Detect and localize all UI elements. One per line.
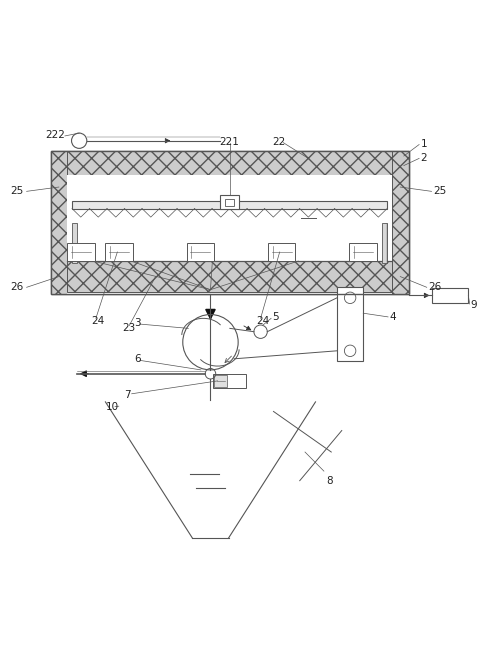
Bar: [67, 175, 392, 294]
Text: 8: 8: [326, 476, 333, 486]
Text: 26: 26: [11, 283, 24, 292]
Bar: [225, 199, 234, 206]
Bar: [67, 261, 392, 292]
Text: 22: 22: [272, 137, 286, 146]
Bar: [268, 243, 296, 261]
Text: 26: 26: [428, 283, 441, 292]
Bar: [383, 223, 387, 264]
Bar: [67, 243, 95, 261]
Text: 222: 222: [46, 130, 66, 139]
Bar: [337, 287, 363, 361]
Text: 9: 9: [470, 300, 477, 310]
Text: 1: 1: [421, 139, 427, 148]
Text: 24: 24: [256, 316, 269, 326]
Text: 24: 24: [91, 316, 104, 326]
Text: 2: 2: [421, 154, 427, 163]
Bar: [105, 243, 133, 261]
Text: 23: 23: [122, 323, 135, 333]
Text: 4: 4: [389, 312, 396, 322]
Bar: [51, 151, 67, 294]
Text: 5: 5: [272, 312, 279, 322]
Text: 3: 3: [134, 318, 141, 328]
Bar: [186, 243, 214, 261]
Bar: [51, 151, 409, 294]
Text: 7: 7: [125, 390, 131, 400]
Text: 10: 10: [105, 402, 118, 412]
Bar: [51, 151, 409, 294]
Bar: [432, 288, 469, 303]
Text: 221: 221: [219, 137, 239, 146]
Text: 6: 6: [134, 354, 141, 365]
Text: 25: 25: [11, 186, 24, 197]
Bar: [392, 151, 409, 294]
Bar: [220, 195, 239, 210]
Bar: [72, 223, 77, 264]
Text: 25: 25: [433, 186, 446, 197]
Bar: [51, 151, 409, 175]
Bar: [213, 374, 246, 388]
Bar: [214, 375, 227, 387]
Bar: [72, 201, 387, 208]
Bar: [349, 243, 377, 261]
